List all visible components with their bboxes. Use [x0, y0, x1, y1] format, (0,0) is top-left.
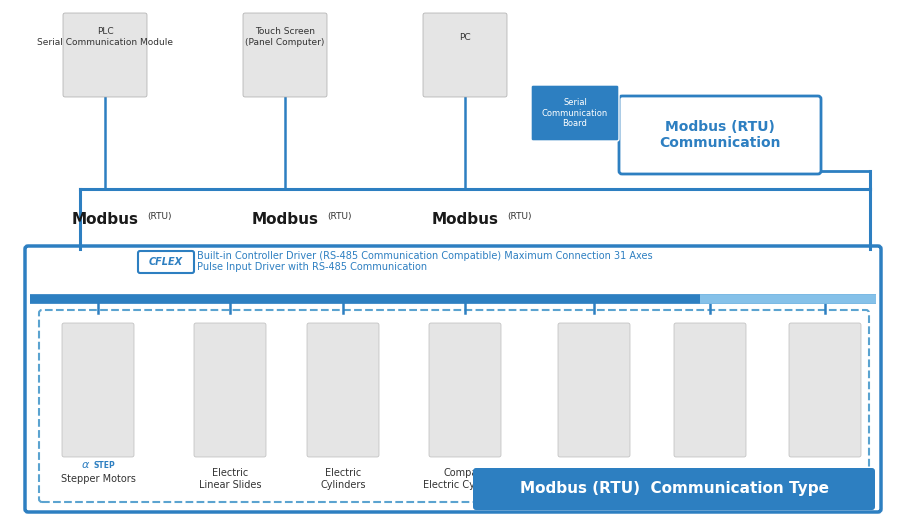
- FancyBboxPatch shape: [62, 323, 134, 457]
- Text: Brushless
Motors: Brushless Motors: [801, 468, 849, 490]
- Text: Built-in Controller Driver (RS-485 Communication Compatible) Maximum Connection : Built-in Controller Driver (RS-485 Commu…: [197, 251, 652, 261]
- FancyBboxPatch shape: [307, 323, 379, 457]
- Text: Touch Screen
(Panel Computer): Touch Screen (Panel Computer): [246, 27, 324, 47]
- FancyBboxPatch shape: [138, 251, 194, 273]
- Text: α: α: [82, 460, 90, 470]
- Text: Electric
Linear Slides: Electric Linear Slides: [198, 468, 261, 490]
- Text: CFLEX: CFLEX: [149, 257, 183, 267]
- Text: (RTU): (RTU): [327, 212, 352, 221]
- FancyBboxPatch shape: [194, 323, 266, 457]
- Text: Rack-and-Pinion
System: Rack-and-Pinion System: [554, 468, 633, 490]
- FancyBboxPatch shape: [619, 96, 821, 174]
- Text: Modbus: Modbus: [252, 211, 319, 227]
- Text: PC: PC: [459, 33, 471, 42]
- Text: (RTU): (RTU): [147, 212, 171, 221]
- Text: Modbus (RTU)  Communication Type: Modbus (RTU) Communication Type: [519, 482, 828, 496]
- Text: Electric
Cylinders: Electric Cylinders: [320, 468, 366, 490]
- Text: Compact
Electric Cylinders: Compact Electric Cylinders: [422, 468, 507, 490]
- FancyBboxPatch shape: [243, 13, 327, 97]
- Text: STEP: STEP: [93, 461, 115, 470]
- Text: PLC
Serial Communication Module: PLC Serial Communication Module: [37, 27, 173, 47]
- FancyBboxPatch shape: [25, 246, 881, 512]
- Text: Pulse Input Driver with RS-485 Communication: Pulse Input Driver with RS-485 Communica…: [197, 262, 427, 272]
- Text: Hollow Rotary
Actuators: Hollow Rotary Actuators: [676, 468, 744, 490]
- FancyBboxPatch shape: [558, 323, 630, 457]
- FancyBboxPatch shape: [674, 323, 746, 457]
- Text: Modbus (RTU)
Communication: Modbus (RTU) Communication: [660, 120, 781, 150]
- Text: (RTU): (RTU): [507, 212, 532, 221]
- Text: Modbus: Modbus: [72, 211, 139, 227]
- FancyBboxPatch shape: [39, 310, 869, 502]
- FancyBboxPatch shape: [531, 85, 619, 141]
- FancyBboxPatch shape: [789, 323, 861, 457]
- Text: Stepper Motors: Stepper Motors: [61, 474, 135, 484]
- Text: Serial
Communication
Board: Serial Communication Board: [542, 98, 608, 128]
- FancyBboxPatch shape: [63, 13, 147, 97]
- Text: Modbus: Modbus: [431, 211, 498, 227]
- FancyBboxPatch shape: [429, 323, 501, 457]
- FancyBboxPatch shape: [473, 468, 875, 510]
- FancyBboxPatch shape: [423, 13, 507, 97]
